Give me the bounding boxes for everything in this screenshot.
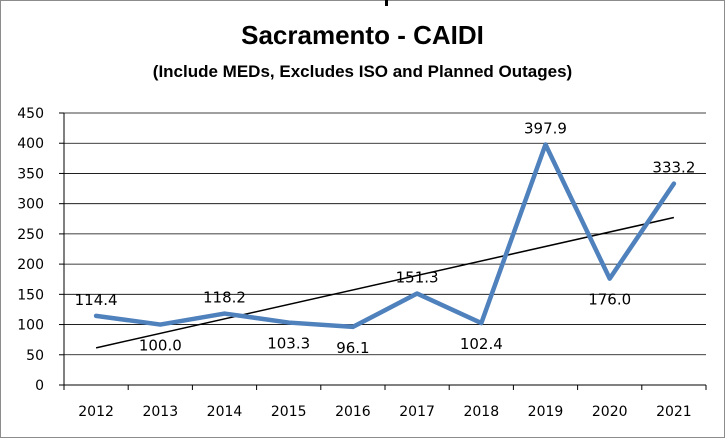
x-tick-label: 2017 (399, 404, 435, 420)
y-tick-label: 300 (17, 197, 44, 213)
x-tick-label: 2012 (78, 404, 114, 420)
trendline (95, 216, 675, 349)
data-label: 118.2 (203, 289, 246, 307)
x-tick-label: 2021 (656, 404, 692, 420)
x-tick-label: 2020 (592, 404, 628, 420)
data-label: 103.3 (267, 335, 310, 353)
data-labels: 114.4 100.0 118.2 103.3 96.1 151.3 102.4 397.9 1… (75, 119, 696, 356)
gridlines (64, 112, 706, 356)
data-label: 176.0 (588, 291, 631, 309)
data-label: 397.9 (524, 119, 567, 137)
data-label: 114.4 (75, 291, 118, 309)
top-edge-mark (385, 0, 388, 6)
data-label: 100.0 (139, 337, 182, 355)
data-label: 333.2 (652, 159, 695, 177)
x-tick-label: 2019 (528, 404, 564, 420)
data-label: 151.3 (396, 269, 439, 287)
x-tick-label: 2018 (463, 404, 499, 420)
x-tick-label: 2016 (335, 404, 371, 420)
y-tick-label: 0 (35, 378, 44, 394)
x-tick-label: 2013 (142, 404, 178, 420)
data-label: 96.1 (336, 339, 369, 357)
x-tick-label: 2015 (271, 404, 307, 420)
y-tick-label: 450 (17, 106, 44, 122)
y-tick-label: 150 (17, 287, 44, 303)
x-tick-label: 2014 (207, 404, 243, 420)
y-tick-label: 250 (17, 227, 44, 243)
data-label: 102.4 (460, 335, 503, 353)
y-tick-label: 100 (17, 318, 44, 334)
trendline-layer (95, 216, 675, 349)
y-tick-label: 350 (17, 166, 44, 182)
chart-subtitle: (Include MEDs, Excludes ISO and Planned … (152, 62, 573, 81)
y-tick-label: 50 (26, 348, 44, 364)
y-tick-label: 400 (17, 136, 44, 152)
chart-title: Sacramento - CAIDI (241, 20, 484, 50)
series-line (93, 142, 677, 330)
series-layer (93, 142, 677, 330)
x-axis: 2012 2013 2014 2015 2016 2017 2018 2019 2020 2021 (63, 384, 707, 420)
y-axis: 0 50 100 150 200 250 300 350 400 450 (17, 106, 65, 394)
y-tick-label: 200 (17, 257, 44, 273)
